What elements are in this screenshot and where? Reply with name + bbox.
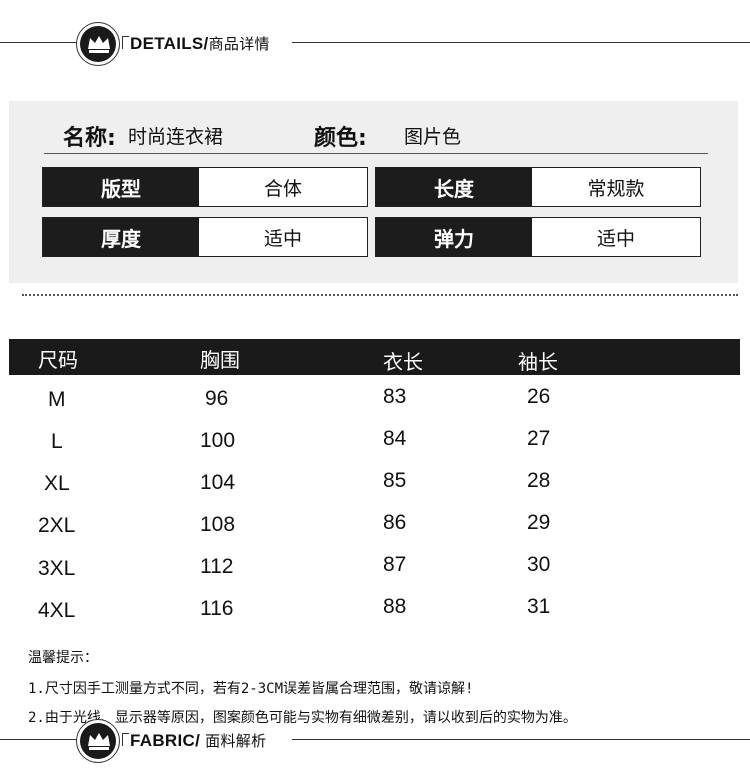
attr-thickness-value: 适中 xyxy=(263,227,302,250)
attr-thickness: 厚度 适中 xyxy=(42,217,368,257)
note-item-1: 1.尺寸因手工测量方式不同，若有2-3CM误差皆属合理范围，敬请谅解! xyxy=(28,681,474,697)
attr-length-key: 长度 xyxy=(376,168,532,206)
attr-fit-value: 合体 xyxy=(263,177,302,200)
details-title-cn: 商品详情 xyxy=(208,35,270,53)
color-value: 图片色 xyxy=(404,126,462,148)
col-header-length: 衣长 xyxy=(383,350,423,374)
name-value: 时尚连衣裙 xyxy=(128,126,224,148)
info-divider xyxy=(44,153,708,154)
fabric-header-line-right xyxy=(292,739,750,740)
cell-bust: 100 xyxy=(200,429,236,452)
col-header-sleeve: 袖长 xyxy=(518,350,558,374)
cell-sleeve: 29 xyxy=(527,511,551,534)
cell-length: 84 xyxy=(383,427,407,450)
cell-sleeve: 26 xyxy=(527,385,551,408)
color-label: 颜色: xyxy=(314,126,367,151)
cell-bust: 112 xyxy=(200,555,234,578)
size-table-header xyxy=(9,339,740,375)
fabric-title-en: FABRIC/ xyxy=(130,731,201,750)
cell-size: 3XL xyxy=(38,557,76,580)
details-title-en: DETAILS/ xyxy=(130,34,209,53)
attr-elasticity: 弹力 适中 xyxy=(375,217,701,257)
col-header-bust: 胸围 xyxy=(200,348,240,372)
crown-icon xyxy=(88,36,110,53)
attr-elasticity-key: 弹力 xyxy=(376,218,532,256)
cell-size: 2XL xyxy=(38,514,76,537)
cell-sleeve: 31 xyxy=(527,595,551,618)
cell-size: M xyxy=(48,388,66,411)
fabric-title: FABRIC/ 面料解析 xyxy=(130,730,266,751)
cell-sleeve: 28 xyxy=(527,469,551,492)
crown-icon xyxy=(88,733,110,750)
attr-length: 长度 常规款 xyxy=(375,167,701,207)
col-header-size: 尺码 xyxy=(38,348,78,372)
fabric-title-cn: 面料解析 xyxy=(200,732,267,750)
dotted-divider xyxy=(22,294,738,296)
cell-length: 88 xyxy=(383,595,407,618)
notes-title: 温馨提示： xyxy=(28,650,98,666)
cell-size: L xyxy=(51,430,63,453)
cell-size: 4XL xyxy=(38,599,76,622)
fabric-crown-badge xyxy=(76,719,120,763)
attr-length-value: 常规款 xyxy=(587,177,645,200)
cell-sleeve: 27 xyxy=(527,427,551,450)
cell-size: XL xyxy=(44,472,70,495)
cell-length: 87 xyxy=(383,553,407,576)
cell-length: 83 xyxy=(383,385,407,408)
fabric-bracket xyxy=(122,733,129,746)
cell-length: 85 xyxy=(383,469,407,492)
details-bracket xyxy=(122,36,129,49)
note-item-2: 2.由于光线、显示器等原因，图案颜色可能与实物有细微差别，请以收到后的实物为准。 xyxy=(28,710,577,726)
cell-sleeve: 30 xyxy=(527,553,551,576)
details-header-line-left xyxy=(0,42,78,43)
details-title: DETAILS/商品详情 xyxy=(130,33,270,54)
fabric-header-line-left xyxy=(0,739,78,740)
cell-bust: 116 xyxy=(200,597,234,620)
cell-bust: 104 xyxy=(200,471,236,494)
cell-bust: 108 xyxy=(200,513,236,536)
attr-thickness-key: 厚度 xyxy=(43,218,199,256)
attr-fit-key: 版型 xyxy=(43,168,199,206)
cell-length: 86 xyxy=(383,511,407,534)
details-header-line-right xyxy=(292,42,750,43)
cell-bust: 96 xyxy=(205,387,229,410)
details-crown-badge xyxy=(76,22,120,66)
name-label: 名称: xyxy=(63,126,116,151)
attr-elasticity-value: 适中 xyxy=(596,227,635,250)
attr-fit: 版型 合体 xyxy=(42,167,368,207)
